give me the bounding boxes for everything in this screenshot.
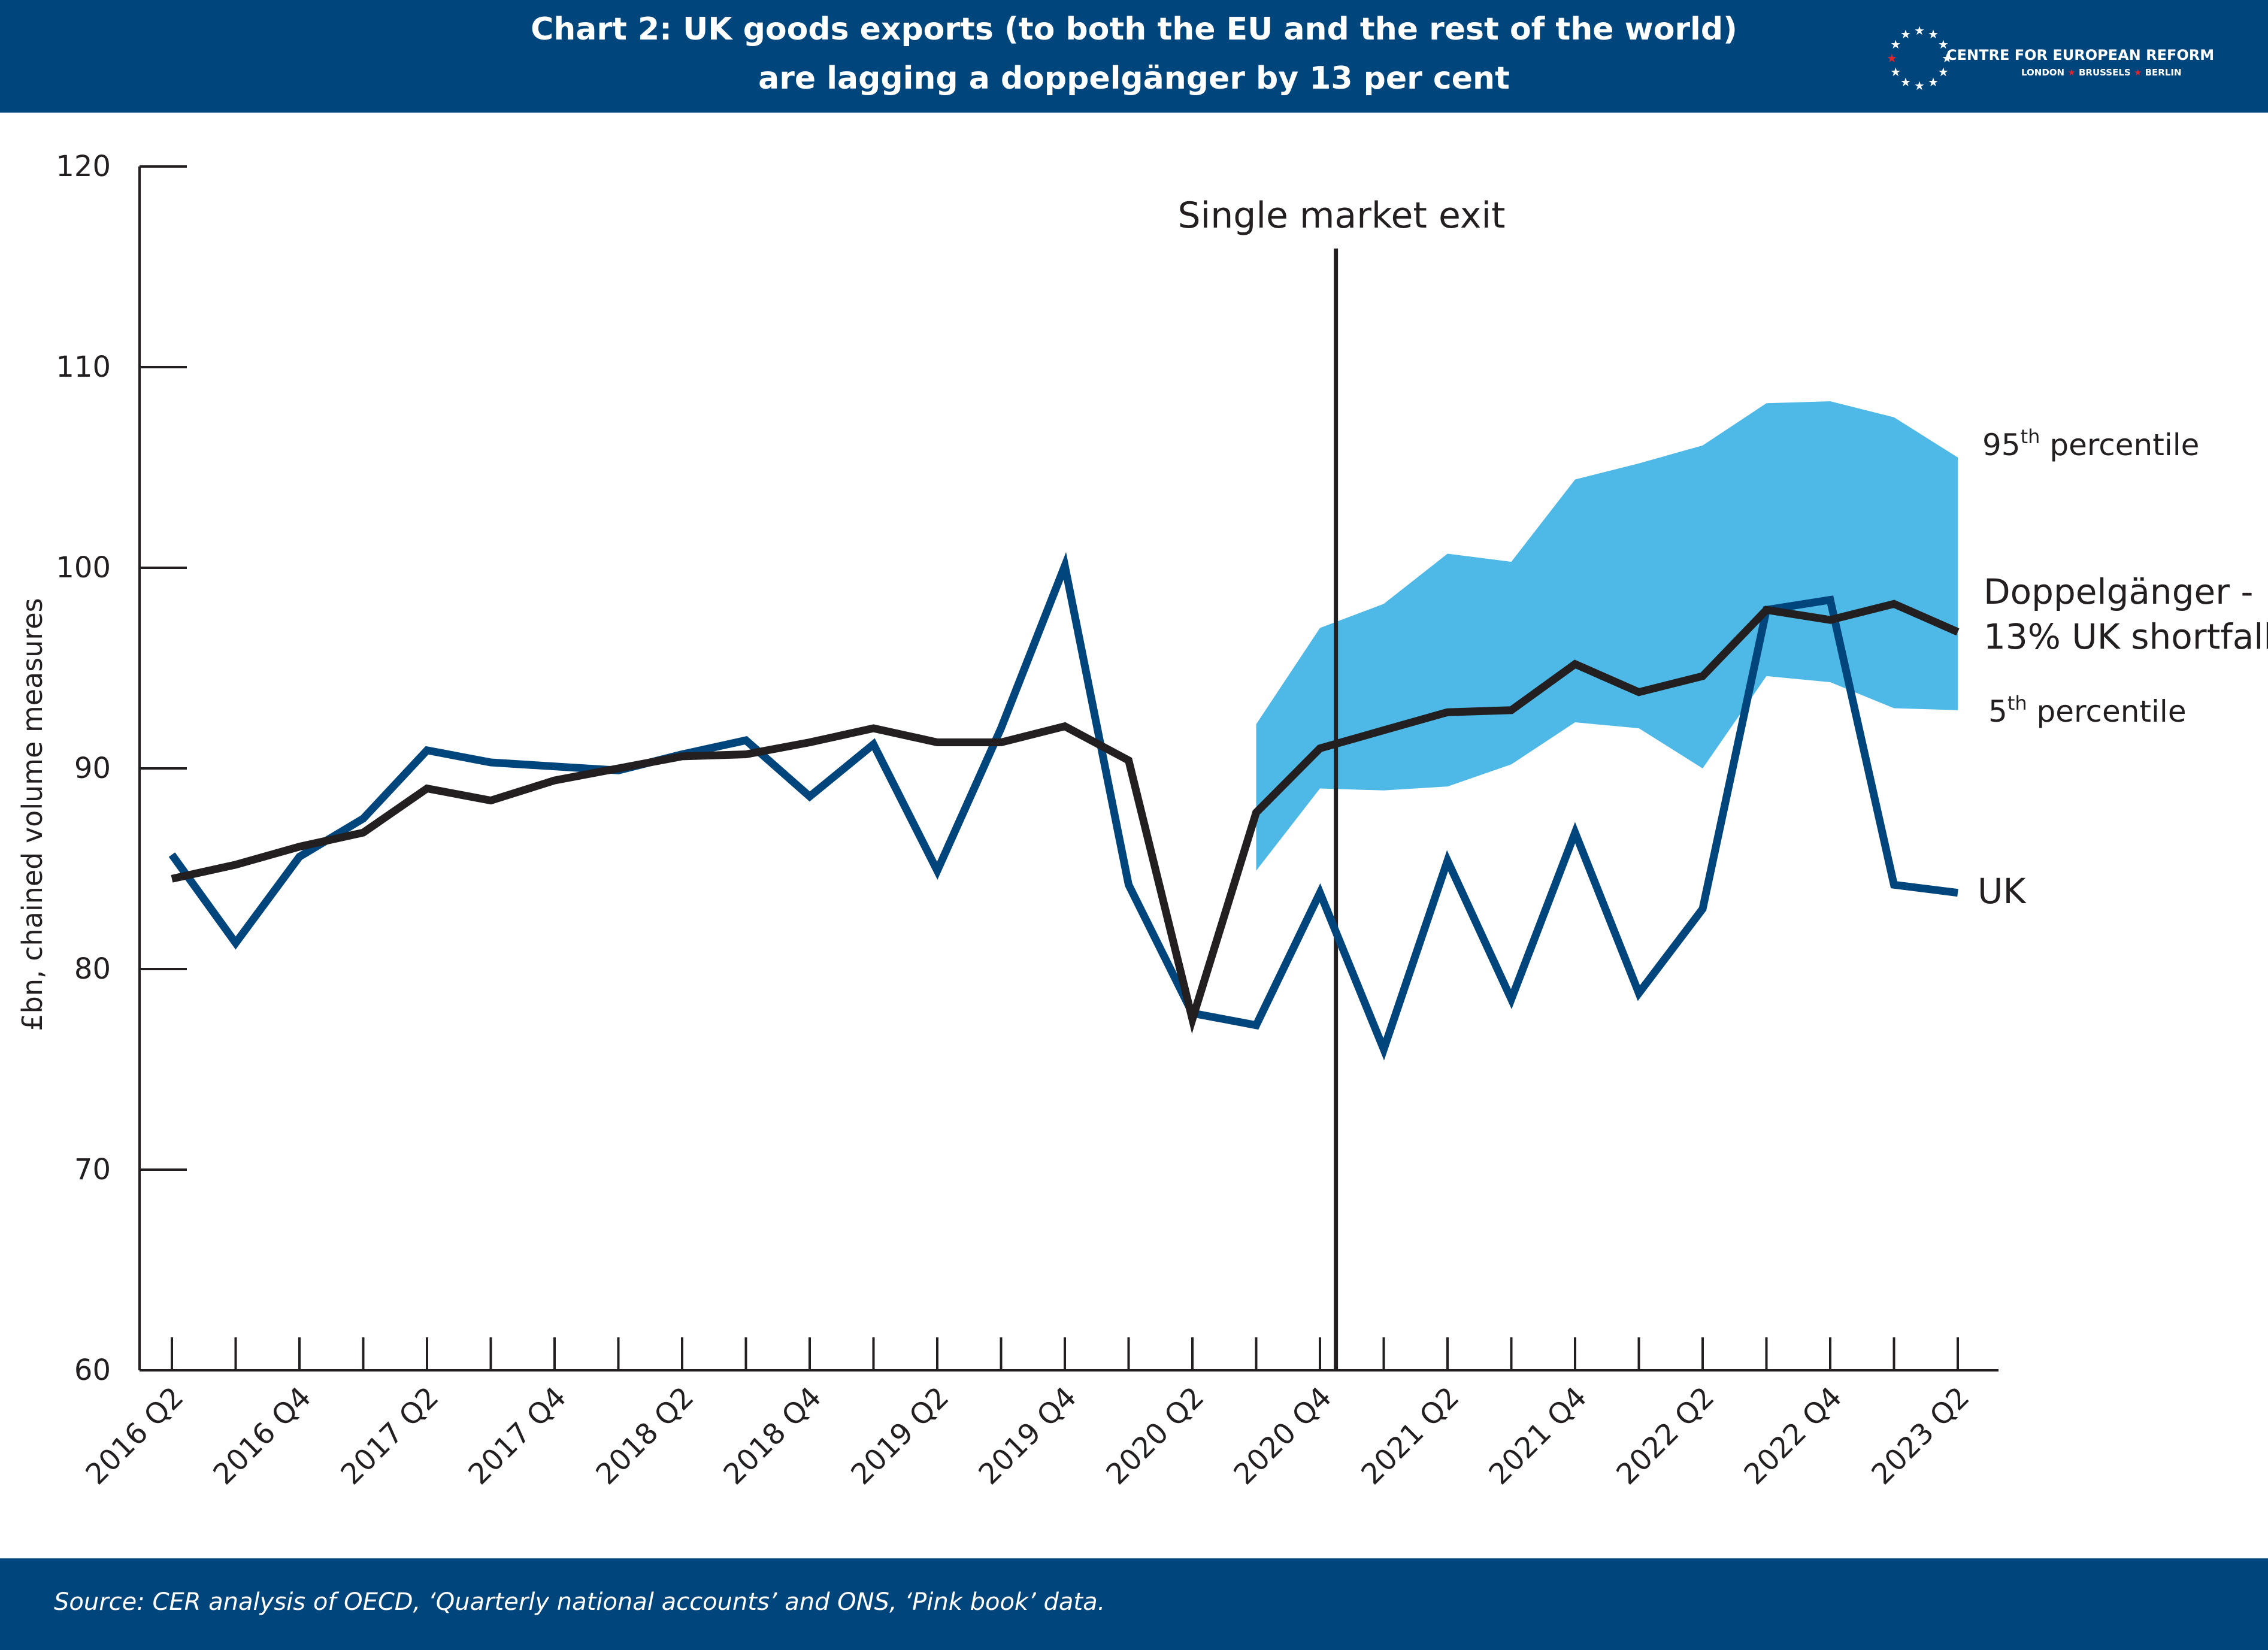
series-layer	[168, 552, 1960, 1061]
y-tick-label: 80	[74, 952, 111, 986]
logo-city-separator-1: ★	[2067, 67, 2079, 78]
uk-label: UK	[1978, 871, 2027, 912]
upper-percentile-label: 95th percentile	[1982, 425, 2199, 462]
chart-title-line2: are lagging a doppelgänger by 13 per cen…	[758, 60, 1510, 96]
lower-percentile-text: percentile	[2027, 694, 2187, 729]
x-tick-label: 2019 Q4	[972, 1380, 1083, 1491]
y-tick-label: 60	[74, 1354, 111, 1387]
labels-layer: £bn, chained volume measures Single mark…	[16, 195, 2268, 1031]
y-tick-label: 70	[74, 1153, 111, 1186]
x-tick-label: 2020 Q4	[1227, 1380, 1338, 1491]
doppelganger-label-line2: 13% UK shortfall	[1984, 616, 2268, 657]
upper-percentile-number: 95	[1982, 428, 2021, 462]
logo-star: ★	[1938, 66, 1949, 79]
y-tick-label: 90	[74, 752, 111, 785]
lower-percentile-number: 5	[1988, 694, 2007, 729]
source-note: Source: CER analysis of OECD, ‘Quarterly…	[54, 1588, 1106, 1616]
y-tick-label: 120	[56, 150, 111, 183]
logo-star: ★	[1914, 25, 1925, 38]
logo-cities: LONDON ★ BRUSSELS ★ BERLIN	[2021, 67, 2182, 78]
logo-star: ★	[1938, 38, 1949, 52]
doppelganger-series-line	[171, 600, 1960, 1034]
logo-star: ★	[1928, 76, 1939, 89]
logo-star: ★	[1890, 66, 1901, 79]
x-tick-label: 2023 Q2	[1865, 1380, 1976, 1491]
x-tick-label: 2020 Q2	[1100, 1380, 1210, 1491]
lower-percentile-sup: th	[2007, 692, 2027, 715]
percentile-band	[1256, 401, 1958, 871]
doppelganger-label-line1: Doppelgänger -	[1984, 571, 2253, 612]
logo-star: ★	[1928, 28, 1939, 41]
x-tick-label: 2022 Q4	[1737, 1380, 1848, 1491]
x-tick-label: 2017 Q2	[334, 1380, 445, 1491]
x-tick-label: 2022 Q2	[1610, 1380, 1721, 1491]
cer-logo: ★ ★★★★★★★★★★★ CENTRE FOR EUROPEAN REFORM …	[1887, 25, 2214, 93]
logo-name: CENTRE FOR EUROPEAN REFORM	[1946, 47, 2214, 63]
header-bar: Chart 2: UK goods exports (to both the E…	[0, 0, 2268, 113]
y-tick-label: 110	[56, 350, 111, 384]
y-tick-label: 100	[56, 551, 111, 585]
logo-star: ★	[1914, 80, 1925, 93]
x-tick-label: 2016 Q4	[207, 1380, 317, 1491]
logo-star: ★	[1890, 38, 1901, 52]
x-tick-label: 2018 Q4	[717, 1380, 828, 1491]
logo-city-berlin: BERLIN	[2145, 67, 2182, 78]
x-tick-label: 2016 Q2	[79, 1380, 190, 1491]
x-tick-label: 2021 Q2	[1355, 1380, 1465, 1491]
x-tick-label: 2019 Q2	[844, 1380, 955, 1491]
percentile-band-layer	[1256, 401, 1958, 871]
logo-star: ★	[1887, 52, 1897, 65]
logo-star: ★	[1900, 76, 1911, 89]
logo-city-separator-2: ★	[2134, 67, 2145, 78]
y-axis-label: £bn, chained volume measures	[16, 598, 49, 1031]
x-tick-label: 2018 Q2	[589, 1380, 700, 1491]
logo-star: ★	[1900, 28, 1911, 41]
event-label: Single market exit	[1177, 195, 1505, 237]
lower-percentile-label: 5th percentile	[1988, 692, 2187, 729]
logo-city-london: LONDON	[2021, 67, 2064, 78]
uk-series-line	[168, 552, 1958, 1061]
doppelganger-label: Doppelgänger - 13% UK shortfall	[1984, 571, 2268, 657]
upper-percentile-sup: th	[2021, 425, 2040, 448]
upper-percentile-text: percentile	[2040, 428, 2199, 462]
chart-title-line1: Chart 2: UK goods exports (to both the E…	[531, 11, 1737, 47]
star-ring-icon: ★ ★★★★★★★★★★★	[1887, 25, 1952, 93]
logo-star: ★	[1942, 52, 1952, 65]
x-tick-label: 2021 Q4	[1482, 1380, 1593, 1491]
logo-city-brussels: BRUSSELS	[2079, 67, 2131, 78]
x-tick-label: 2017 Q4	[462, 1380, 573, 1491]
footer-bar: Source: CER analysis of OECD, ‘Quarterly…	[0, 1558, 2268, 1650]
chart-title: Chart 2: UK goods exports (to both the E…	[0, 5, 2268, 103]
